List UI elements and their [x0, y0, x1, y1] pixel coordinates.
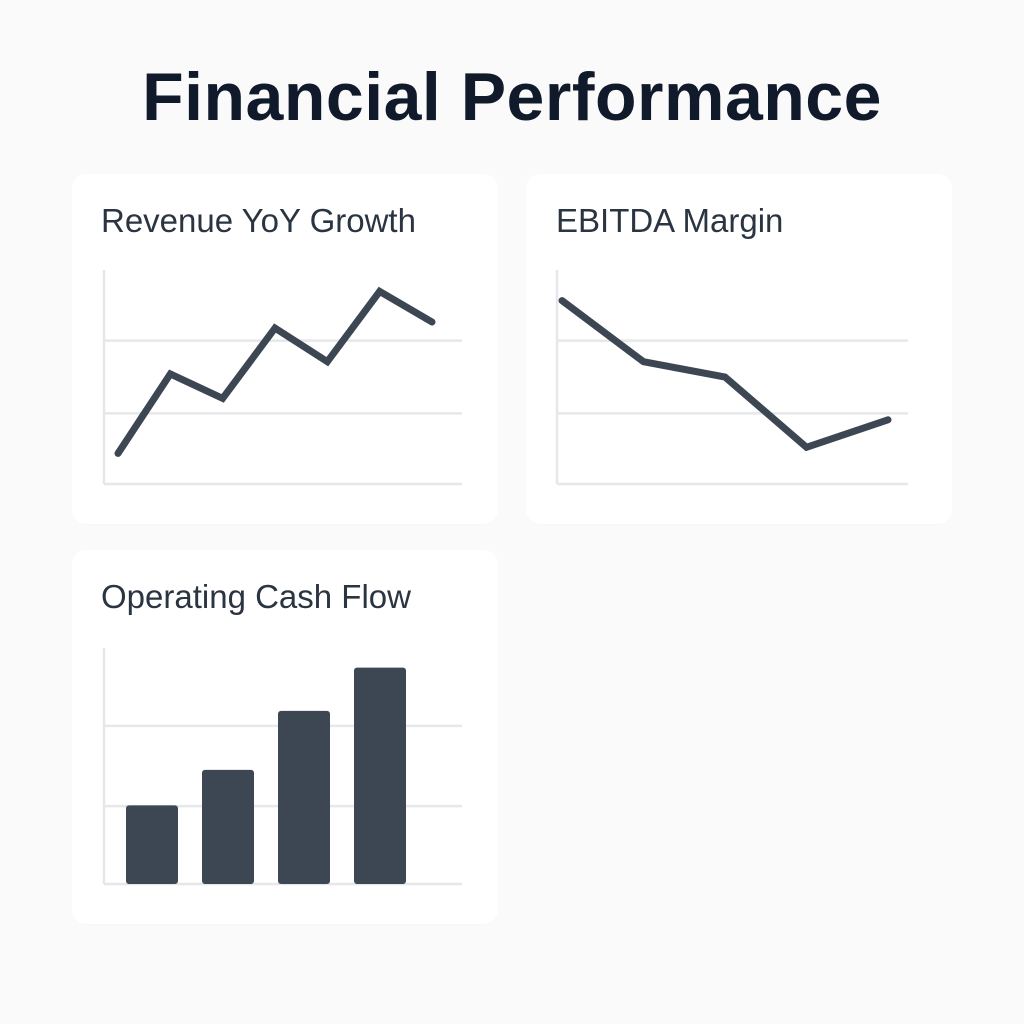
bar-4 — [354, 667, 406, 884]
revenue-growth-chart — [102, 270, 462, 486]
bar-2 — [202, 769, 254, 884]
bar-1 — [126, 805, 178, 884]
operating-cash-flow-card: Operating Cash Flow — [72, 550, 498, 924]
ebitda-margin-title: EBITDA Margin — [556, 202, 784, 239]
page-title: Financial Performance — [142, 59, 882, 135]
bar-3 — [278, 710, 330, 884]
series-line — [558, 297, 892, 452]
revenue-growth-title: Revenue YoY Growth — [101, 202, 416, 239]
operating-cash-flow-chart — [102, 648, 462, 886]
ebitda-margin-chart — [555, 270, 908, 486]
operating-cash-flow-title: Operating Cash Flow — [101, 578, 411, 615]
ebitda-margin-card: EBITDA Margin — [526, 174, 952, 524]
revenue-growth-card: Revenue YoY Growth — [72, 174, 498, 524]
series-line — [114, 286, 436, 457]
